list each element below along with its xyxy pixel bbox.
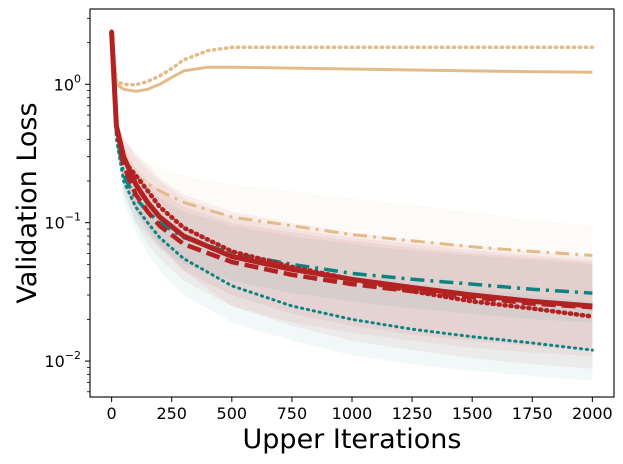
x-axis-label: Upper Iterations bbox=[243, 424, 462, 455]
series-lines bbox=[109, 29, 595, 352]
x-tick-label: 750 bbox=[277, 404, 308, 423]
x-axis-ticks: 0 250 500 750 1000 1250 1500 1750 2000 bbox=[107, 397, 613, 423]
x-tick-label: 1500 bbox=[452, 404, 493, 423]
band-red-solid bbox=[111, 31, 593, 351]
band-red-dashed bbox=[111, 31, 593, 357]
x-tick-label: 250 bbox=[156, 404, 187, 423]
line-teal-dashdot bbox=[109, 31, 593, 295]
x-tick-label: 1750 bbox=[512, 404, 553, 423]
y-tick-label: 10−1 bbox=[44, 211, 81, 233]
y-tick-label: 10−2 bbox=[44, 349, 81, 371]
y-tick-label: 100 bbox=[54, 72, 81, 94]
y-axis-ticks: 100 10−1 10−2 bbox=[44, 17, 90, 393]
line-red-solid bbox=[109, 31, 593, 309]
x-tick-label: 1250 bbox=[392, 404, 433, 423]
line-tan-dotted bbox=[109, 29, 595, 87]
x-tick-label: 0 bbox=[107, 404, 117, 423]
line-tan-dashdot bbox=[110, 31, 593, 257]
band-teal-dashdot bbox=[111, 31, 593, 323]
confidence-bands bbox=[111, 31, 593, 381]
x-tick-label: 2000 bbox=[572, 404, 613, 423]
x-tick-label: 500 bbox=[217, 404, 248, 423]
line-tan-solid bbox=[110, 31, 593, 93]
band-tan-dashdot bbox=[111, 31, 593, 300]
line-teal-dotted bbox=[110, 30, 594, 352]
y-axis-label: Validation Loss bbox=[12, 102, 43, 303]
x-tick-label: 1000 bbox=[332, 404, 373, 423]
